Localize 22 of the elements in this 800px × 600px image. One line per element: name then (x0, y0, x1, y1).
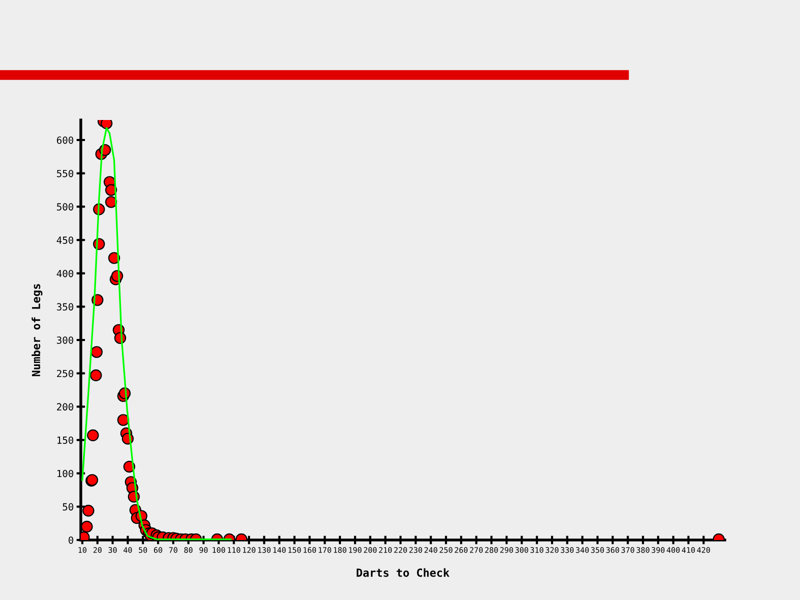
point (86, 429, 99, 442)
y-tick-label: 200 (57, 403, 74, 411)
y-tick-label: 600 (56, 136, 74, 144)
x-axis-title: Darts to Check (356, 568, 450, 577)
y-tick-label: 350 (56, 303, 74, 311)
y-axis-title: Number of Legs (32, 284, 42, 376)
point (117, 414, 130, 426)
y-tick-label: 100 (57, 470, 74, 478)
y-tick-label: 0 (68, 536, 74, 544)
point (80, 520, 93, 533)
y-tick-label: 550 (56, 170, 74, 178)
y-tick-label: 300 (56, 336, 74, 344)
y-tick-label: 500 (56, 203, 74, 211)
y-tick-label: 150 (57, 436, 74, 444)
y-tick-label: 50 (62, 503, 74, 511)
y-tick-label: 450 (56, 236, 74, 244)
point (90, 369, 102, 382)
y-tick-label: 400 (56, 270, 74, 278)
point (82, 504, 94, 517)
point (105, 196, 118, 208)
y-tick-label: 250 (57, 370, 74, 378)
point (90, 346, 103, 358)
